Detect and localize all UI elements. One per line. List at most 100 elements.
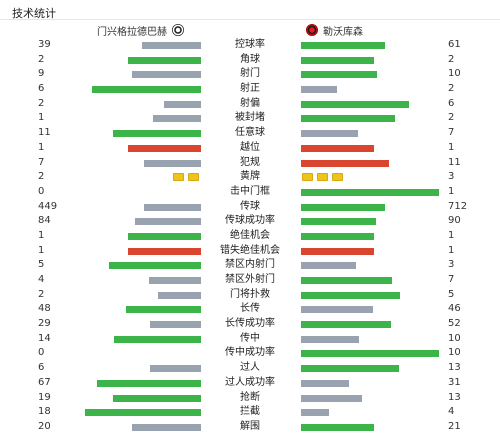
home-stat-bar <box>92 86 201 94</box>
away-stat-value: 61 <box>448 39 461 50</box>
away-stat-bar <box>301 379 349 387</box>
home-stat-bar <box>85 409 201 417</box>
stat-row: 29 长传成功率 52 <box>0 317 500 332</box>
home-stat-bar <box>132 71 201 79</box>
stat-row: 4 禁区外射门 7 <box>0 273 500 288</box>
home-stat-bar <box>128 144 201 152</box>
home-stat-value: 29 <box>38 318 51 330</box>
stat-row: 2 黄牌 3 <box>0 170 500 185</box>
stat-row: 11 任意球 7 <box>0 126 500 141</box>
away-stat-bar <box>301 409 329 417</box>
away-stat-value: 13 <box>448 391 461 403</box>
away-stat-value: 6 <box>448 97 455 109</box>
yellow-card-icon <box>302 173 313 182</box>
stat-row: 6 射正 2 <box>0 82 500 97</box>
away-stat-bar <box>301 247 374 255</box>
home-stat-bar <box>128 232 201 240</box>
away-stat-bar <box>301 218 376 226</box>
stat-label: 长传成功率 <box>225 318 275 330</box>
away-stat-bar <box>301 306 373 314</box>
stat-label: 任意球 <box>235 127 265 139</box>
stat-label: 抢断 <box>240 391 260 403</box>
stat-label: 拦截 <box>240 406 260 418</box>
stat-row: 6 过人 13 <box>0 361 500 376</box>
home-stat-value: 2 <box>38 171 45 183</box>
stat-label: 禁区外射门 <box>225 274 275 285</box>
away-stat-bar <box>301 56 374 64</box>
stat-label: 射正 <box>240 83 260 95</box>
home-stat-bar <box>132 423 201 431</box>
away-team-header[interactable]: 勒沃库森 <box>306 22 363 38</box>
away-stat-value: 1 <box>448 244 455 256</box>
home-stat-value: 0 <box>38 185 45 197</box>
away-team-name: 勒沃库森 <box>323 26 363 38</box>
away-stat-bar <box>301 277 392 284</box>
away-stat-bar <box>301 144 374 152</box>
away-stat-value: 1 <box>448 141 455 153</box>
stat-label: 传球成功率 <box>225 215 275 227</box>
away-stat-value: 10 <box>448 68 461 80</box>
away-stat-bar <box>301 350 439 358</box>
stat-label: 过人成功率 <box>225 376 275 388</box>
away-stat-bar <box>301 365 399 373</box>
stat-label: 犯规 <box>240 156 260 168</box>
away-stat-value: 13 <box>448 362 461 374</box>
away-stat-value: 46 <box>448 303 461 315</box>
away-stat-bar <box>301 203 385 211</box>
away-stat-value: 3 <box>448 171 455 183</box>
stat-row: 0 击中门框 1 <box>0 185 500 200</box>
away-stat-value: 2 <box>448 83 455 95</box>
stat-label: 角球 <box>240 53 260 65</box>
home-team-name: 门兴格拉德巴赫 <box>97 26 167 38</box>
away-stat-value: 7 <box>448 274 455 285</box>
stat-label: 错失绝佳机会 <box>220 244 280 256</box>
stat-row: 2 射偏 6 <box>0 97 500 112</box>
away-stat-bar <box>301 232 374 240</box>
away-stat-value: 1 <box>448 229 455 241</box>
away-stat-value: 10 <box>448 347 461 359</box>
stat-label: 射门 <box>240 68 260 80</box>
home-stat-value: 1 <box>38 244 45 256</box>
home-stat-value: 2 <box>38 97 45 109</box>
home-stat-value: 9 <box>38 68 45 80</box>
stat-row: 14 传中 10 <box>0 332 500 347</box>
stat-label: 控球率 <box>235 39 265 50</box>
away-stat-bar <box>301 100 409 108</box>
home-stat-bar <box>153 115 201 123</box>
away-stat-bar <box>301 394 362 402</box>
home-stat-value: 11 <box>38 127 51 139</box>
stat-row: 18 拦截 4 <box>0 405 500 420</box>
home-stat-value: 84 <box>38 215 51 227</box>
home-stat-bar <box>150 321 201 329</box>
away-stat-value: 5 <box>448 288 455 300</box>
stat-label: 绝佳机会 <box>230 229 270 241</box>
home-stat-value: 7 <box>38 156 45 168</box>
home-stat-value: 14 <box>38 332 51 344</box>
away-stat-value: 31 <box>448 376 461 388</box>
away-stat-bar <box>301 423 374 431</box>
away-stat-bar <box>301 335 359 343</box>
stat-row: 84 传球成功率 90 <box>0 214 500 229</box>
home-stat-bar <box>149 277 201 284</box>
away-stat-bar <box>301 42 385 49</box>
away-stat-bar <box>301 115 395 123</box>
home-stat-value: 48 <box>38 303 51 315</box>
yellow-card-icon <box>173 173 184 182</box>
home-stat-value: 1 <box>38 112 45 124</box>
stat-row: 0 传中成功率 10 <box>0 346 500 361</box>
stat-label: 禁区内射门 <box>225 259 275 271</box>
home-stat-bar <box>164 100 201 108</box>
stat-row: 39 控球率 61 <box>0 38 500 53</box>
home-stat-bar <box>113 130 201 138</box>
away-stat-value: 10 <box>448 332 461 344</box>
away-stat-value: 712 <box>448 200 468 212</box>
home-team-header[interactable]: 门兴格拉德巴赫 <box>97 22 184 38</box>
home-stat-value: 19 <box>38 391 51 403</box>
home-stat-bar <box>126 306 201 314</box>
away-yellow-cards <box>302 173 343 182</box>
home-stat-bar <box>113 394 201 402</box>
home-team-crest-icon <box>172 24 184 36</box>
home-stat-bar <box>109 262 201 270</box>
home-stat-value: 67 <box>38 376 51 388</box>
away-stat-value: 7 <box>448 127 455 139</box>
